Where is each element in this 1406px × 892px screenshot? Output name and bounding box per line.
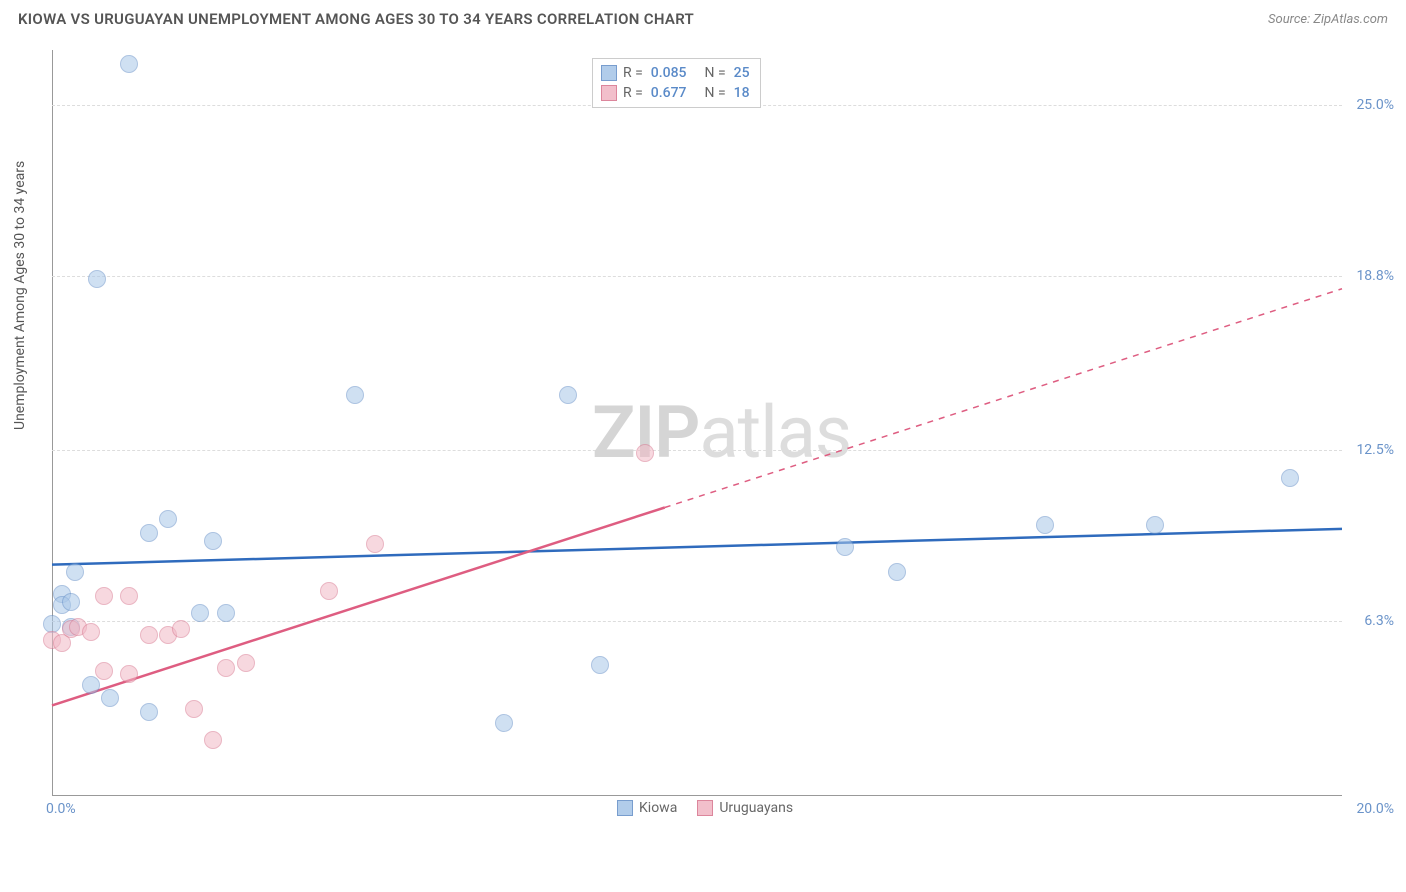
stat-r-value: 0.677 (649, 85, 699, 101)
data-point (140, 626, 158, 644)
data-point (204, 532, 222, 550)
data-point (120, 55, 138, 73)
stat-r-label: R = (623, 85, 643, 101)
series-legend: Kiowa Uruguayans (617, 800, 793, 816)
stats-row: R = 0.677 N = 18 (601, 83, 752, 103)
data-point (140, 703, 158, 721)
y-tick-label: 18.8% (1356, 268, 1394, 284)
data-point (62, 593, 80, 611)
data-point (120, 587, 138, 605)
data-point (204, 731, 222, 749)
data-point (320, 582, 338, 600)
legend-swatch (697, 800, 713, 816)
data-point (120, 665, 138, 683)
stat-n-value: 25 (732, 65, 752, 81)
stat-n-label: N = (705, 85, 726, 101)
y-tick-label: 6.3% (1364, 613, 1394, 629)
x-axis-max-label: 20.0% (1356, 801, 1394, 817)
chart-header: KIOWA VS URUGUAYAN UNEMPLOYMENT AMONG AG… (0, 0, 1406, 32)
legend-label: Uruguayans (719, 800, 793, 816)
stat-n-value: 18 (732, 85, 752, 101)
x-axis-min-label: 0.0% (46, 801, 76, 817)
chart-title: KIOWA VS URUGUAYAN UNEMPLOYMENT AMONG AG… (18, 10, 694, 28)
data-point (88, 270, 106, 288)
data-point (140, 524, 158, 542)
data-point (495, 714, 513, 732)
data-point (82, 623, 100, 641)
data-point (346, 386, 364, 404)
scatter-chart: ZIPatlas R =0.085N =25R =0.677N =18 Kiow… (52, 50, 1342, 820)
data-point (591, 656, 609, 674)
data-point (636, 444, 654, 462)
legend-swatch (601, 65, 617, 81)
data-point (217, 659, 235, 677)
regression-line-dashed (665, 289, 1342, 508)
legend-item: Uruguayans (697, 800, 793, 816)
regression-line (52, 529, 1342, 565)
y-tick-label: 12.5% (1356, 442, 1394, 458)
y-tick-label: 25.0% (1356, 97, 1394, 113)
data-point (66, 563, 84, 581)
stats-legend: R = 0.085 N = 25 R = 0.677 N = 18 (592, 58, 761, 108)
data-point (1281, 469, 1299, 487)
data-point (888, 563, 906, 581)
data-point (172, 620, 190, 638)
regression-lines (52, 50, 1342, 820)
data-point (559, 386, 577, 404)
chart-source: Source: ZipAtlas.com (1268, 12, 1388, 27)
data-point (185, 700, 203, 718)
data-point (95, 587, 113, 605)
data-point (366, 535, 384, 553)
legend-item: Kiowa (617, 800, 677, 816)
legend-label: Kiowa (639, 800, 677, 816)
data-point (82, 676, 100, 694)
data-point (1036, 516, 1054, 534)
data-point (237, 654, 255, 672)
y-axis-label: Unemployment Among Ages 30 to 34 years (12, 161, 28, 430)
data-point (1146, 516, 1164, 534)
data-point (217, 604, 235, 622)
data-point (43, 615, 61, 633)
data-point (95, 662, 113, 680)
data-point (101, 689, 119, 707)
stat-n-label: N = (705, 65, 726, 81)
stat-r-label: R = (623, 65, 643, 81)
legend-swatch (601, 85, 617, 101)
data-point (836, 538, 854, 556)
data-point (191, 604, 209, 622)
data-point (159, 510, 177, 528)
stat-r-value: 0.085 (649, 65, 699, 81)
legend-swatch (617, 800, 633, 816)
stats-row: R = 0.085 N = 25 (601, 63, 752, 83)
